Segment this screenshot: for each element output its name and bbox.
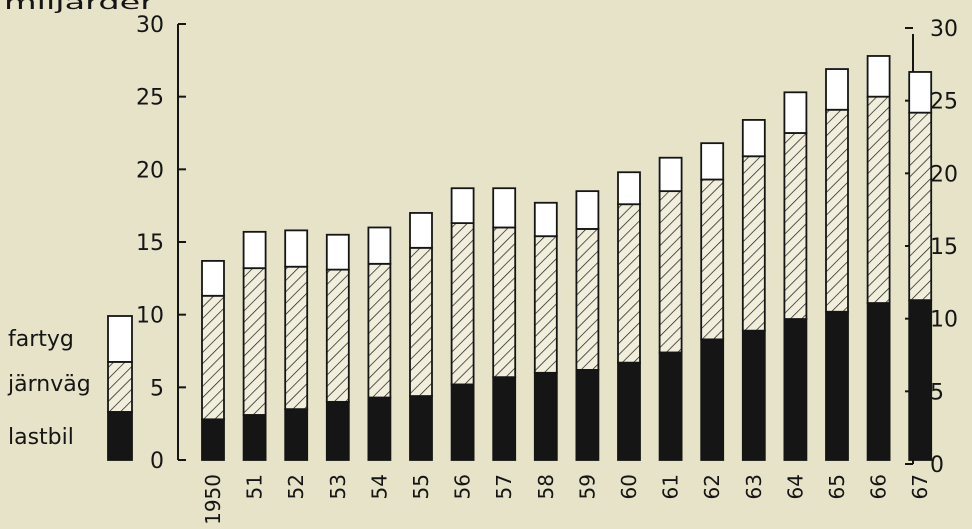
bar-segment-järnväg-62 (700, 178, 725, 341)
bar-segment-lastbil-56 (450, 383, 475, 461)
legend-label-lastbil: lastbil (8, 425, 74, 450)
bar-segment-järnväg-65 (825, 108, 849, 313)
x-tick-label: 63 (742, 474, 766, 499)
y-tick-label-left: 10 (136, 304, 164, 329)
y-tick-label-right: 25 (930, 90, 958, 115)
bar-segment-lastbil-62 (700, 338, 725, 461)
bar-segment-fartyg-63 (741, 119, 766, 158)
bar-segment-järnväg-52 (284, 265, 309, 411)
bar-segment-järnväg-55 (409, 246, 433, 397)
bar-segment-lastbil-66 (866, 302, 891, 461)
bar-segment-lastbil-51 (242, 414, 267, 461)
x-tick-label: 65 (825, 474, 849, 499)
bar-segment-lastbil-57 (492, 376, 517, 461)
bar-segment-järnväg-61 (658, 190, 683, 354)
x-tick-label: 66 (867, 474, 891, 499)
y-tick-label-right: 15 (930, 235, 958, 260)
bar-segment-fartyg-60 (617, 171, 641, 206)
bar-segment-järnväg-54 (367, 262, 392, 399)
bar-segment-fartyg-67 (908, 71, 933, 114)
axes: 0 0 5 5 10 10 15 15 20 20 25 25 30 30 (136, 13, 958, 478)
x-tick-label: 55 (409, 474, 433, 499)
bar-segment-fartyg-57 (492, 187, 517, 229)
y-tick-label-left: 20 (136, 158, 164, 183)
bar-segment-lastbil-55 (409, 395, 433, 461)
x-tick-label: 60 (617, 474, 641, 499)
bar-segment-järnväg-66 (866, 95, 891, 304)
bar-segment-fartyg-59 (575, 190, 600, 230)
legend-label-fartyg: fartyg (8, 327, 74, 352)
y-tick-label-right: 10 (930, 308, 958, 333)
x-tick-label: 64 (783, 474, 807, 499)
x-tick-label: 1950 (201, 474, 225, 525)
legend-swatch-järnväg (107, 361, 133, 413)
unit-label: miljarder (4, 0, 154, 14)
x-tick-label: 51 (243, 474, 267, 499)
bar-segment-fartyg-55 (409, 212, 433, 249)
x-tick-label: 67 (908, 474, 932, 499)
bar-segment-lastbil-67 (908, 299, 933, 461)
bars (201, 55, 933, 461)
bar-segment-lastbil-60 (617, 361, 641, 461)
legend-swatch-fartyg (107, 315, 133, 363)
bar-segment-lastbil-65 (825, 310, 849, 461)
bar-segment-lastbil-53 (325, 400, 350, 461)
y-tick-label-right: 0 (930, 453, 944, 478)
y-tick-label-left: 15 (136, 231, 164, 256)
bar-segment-lastbil-1950 (201, 418, 225, 461)
x-tick-label: 54 (367, 474, 391, 499)
bar-segment-fartyg-66 (866, 55, 891, 98)
bar-segment-fartyg-51 (242, 230, 267, 270)
x-tick-label: 58 (534, 474, 558, 499)
y-tick-label-right: 30 (930, 17, 958, 42)
x-tick-label: 61 (659, 474, 683, 499)
bar-segment-järnväg-1950 (201, 294, 225, 421)
bar-segment-järnväg-56 (450, 222, 475, 386)
bar-segment-järnväg-63 (741, 155, 766, 332)
bar-segment-järnväg-64 (783, 132, 808, 320)
bar-segment-lastbil-58 (533, 371, 558, 461)
bar-segment-järnväg-59 (575, 228, 600, 371)
y-tick-label-right: 5 (930, 380, 944, 405)
legend-label-järnväg: järnväg (7, 372, 91, 397)
bar-segment-lastbil-52 (284, 408, 309, 461)
bar-segment-fartyg-61 (658, 156, 683, 193)
bar-segment-järnväg-60 (617, 203, 641, 364)
x-tick-label: 52 (284, 474, 308, 499)
y-tick-label-left: 30 (136, 13, 164, 38)
y-tick-label-left: 0 (150, 449, 164, 474)
x-tick-labels: 1950 51 52 53 54 55 56 57 58 59 60 61 62 63 64 65 66 67 (201, 474, 932, 525)
bar-segment-fartyg-54 (367, 226, 392, 265)
y-tick-label-right: 20 (930, 162, 958, 187)
bar-segment-fartyg-62 (700, 142, 725, 181)
x-tick-label: 62 (700, 474, 724, 499)
legend: fartyg järnväg lastbil (7, 315, 133, 461)
bar-segment-fartyg-58 (533, 201, 558, 238)
bar-segment-lastbil-61 (658, 351, 683, 461)
bar-segment-järnväg-67 (908, 111, 933, 302)
bar-segment-fartyg-1950 (201, 259, 225, 297)
legend-swatch-lastbil (107, 411, 133, 461)
x-tick-label: 53 (326, 474, 350, 499)
x-tick-label: 56 (451, 474, 475, 499)
bar-segment-lastbil-59 (575, 368, 600, 461)
bar-segment-fartyg-52 (284, 229, 309, 268)
y-tick-label-left: 25 (136, 86, 164, 111)
bar-segment-fartyg-64 (783, 91, 808, 134)
bar-segment-järnväg-51 (242, 267, 267, 416)
bar-segment-järnväg-58 (533, 235, 558, 374)
bar-segment-fartyg-56 (450, 187, 475, 225)
y-tick-label-left: 5 (150, 376, 164, 401)
bar-segment-järnväg-53 (325, 268, 350, 403)
bar-segment-lastbil-64 (783, 318, 808, 461)
bar-segment-järnväg-57 (492, 226, 517, 379)
bar-segment-lastbil-54 (367, 396, 392, 461)
bar-segment-fartyg-53 (325, 233, 350, 271)
x-tick-label: 57 (492, 474, 516, 499)
x-tick-label: 59 (575, 474, 599, 499)
bar-segment-lastbil-63 (741, 329, 766, 461)
bar-segment-fartyg-65 (825, 68, 849, 111)
